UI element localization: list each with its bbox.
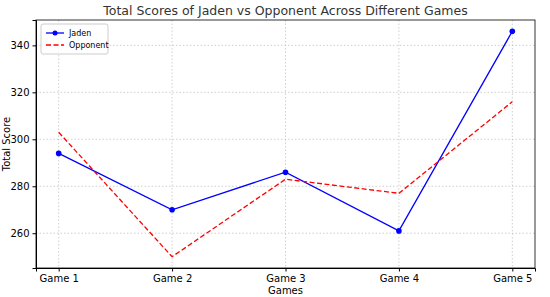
tick-label: Game 1 [40,273,79,284]
tick-mark [33,233,37,234]
tick-mark [33,139,37,140]
legend-marker [53,31,58,36]
tick: Game 2 [153,268,192,284]
marker [510,28,516,34]
legend: Jaden Opponent [41,24,109,54]
series-line [59,102,513,257]
tick: Game 1 [40,268,79,284]
axis-line [33,21,37,269]
tick-label: 340 [10,40,29,51]
legend-swatch [46,44,64,45]
plot-frame [36,20,535,268]
marker [56,151,62,157]
y-axis-title: Total Score [1,117,12,173]
grid-line [172,20,173,268]
grid-line [58,20,59,268]
title: Total Scores of Jaden vs Opponent Across… [102,3,467,18]
series-group [56,28,515,256]
tick: 300 [10,134,36,145]
legend-label: Jaden [68,29,91,38]
tick-label: Game 2 [153,273,192,284]
tick: Game 4 [380,268,419,284]
grid-line [36,92,535,93]
tick: 320 [10,87,36,98]
grid [36,20,535,268]
tick-mark [33,186,37,187]
tick-label: 280 [10,181,29,192]
tick-mark [286,268,287,272]
tick-mark [172,268,173,272]
tick: 260 [10,228,36,239]
tick: 340 [10,40,36,51]
marker [283,169,289,175]
tick: Game 5 [493,268,532,284]
tick-mark [33,92,37,93]
tick-mark [59,268,60,272]
series-line [59,31,513,231]
y-axis: 260 280 300 320 340 [10,21,36,269]
tick: Game 3 [266,268,305,284]
tick-label: Game 4 [380,273,419,284]
tick-mark [512,268,513,272]
marker [169,207,175,213]
tick-label: 300 [10,134,29,145]
tick-label: Game 5 [493,273,532,284]
x-axis-title: Games [268,285,303,296]
tick: 280 [10,181,36,192]
plot: Game 1 Game 2 Game 3 Game 4 Game 5 260 280 300 3… [10,20,535,284]
tick-label: 320 [10,87,29,98]
tick-label: 260 [10,228,29,239]
tick-mark [33,45,37,46]
marker [396,228,402,234]
legend-label: Opponent [69,41,109,50]
x-axis: Game 1 Game 2 Game 3 Game 4 Game 5 [37,268,536,284]
tick-mark [399,268,400,272]
chart: Game 1 Game 2 Game 3 Game 4 Game 5 260 280 300 3… [0,0,550,297]
grid-line [285,20,286,268]
legend-box [41,24,108,54]
axis-line [37,269,536,272]
tick-label: Game 3 [266,273,305,284]
grid-line [512,20,513,268]
